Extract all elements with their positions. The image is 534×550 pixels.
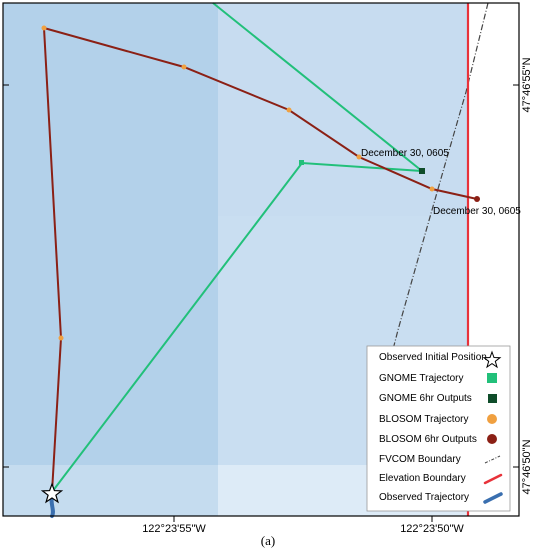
legend-orange-circle-icon bbox=[487, 414, 497, 424]
legend-red-line-icon bbox=[483, 473, 503, 485]
map-frame bbox=[2, 2, 520, 517]
figure-caption: (a) bbox=[261, 533, 275, 548]
legend-dark-green-square-icon bbox=[488, 394, 497, 403]
lat-tick-label: 47°46'55"N bbox=[521, 57, 533, 112]
gnome-trajectory-line bbox=[51, 2, 426, 493]
blosom-6hr-output-marker bbox=[474, 196, 480, 202]
lat-tick-label: 47°46'50"N bbox=[521, 439, 533, 494]
legend-label: BLOSOM 6hr Outputs bbox=[379, 434, 477, 445]
legend-label: Observed Initial Position bbox=[379, 352, 487, 363]
legend-dash-dot-line-icon bbox=[484, 455, 501, 464]
legend-label: Elevation Boundary bbox=[379, 473, 466, 484]
blosom-6hr-output-marker bbox=[58, 335, 64, 341]
legend-label: GNOME 6hr Outputs bbox=[379, 393, 472, 404]
water-region-upper bbox=[218, 3, 468, 216]
deep-water-region-lower bbox=[3, 465, 218, 516]
lon-tick-label: 122°23'50"W bbox=[400, 523, 464, 535]
map-background bbox=[3, 3, 519, 516]
blosom-6hr-output-marker bbox=[41, 25, 47, 31]
blosom-6hr-output-marker bbox=[181, 64, 187, 70]
blosom-trajectory-line bbox=[42, 26, 478, 493]
legend-dark-red-circle-icon bbox=[487, 434, 497, 444]
map-legend: Observed Initial Position GNOME Trajecto… bbox=[366, 345, 511, 512]
legend-label: BLOSOM Trajectory bbox=[379, 414, 468, 425]
legend-star-icon bbox=[482, 350, 502, 369]
gnome-end-annotation: December 30, 0605 bbox=[361, 148, 449, 159]
legend-blue-line-icon bbox=[483, 492, 503, 504]
blosom-end-annotation: December 30, 0605 bbox=[433, 206, 521, 217]
blosom-6hr-output-marker bbox=[356, 154, 362, 160]
legend-label: Observed Trajectory bbox=[379, 492, 469, 503]
blosom-6hr-output-marker bbox=[286, 107, 292, 113]
deep-water-region bbox=[3, 3, 218, 516]
legend-box bbox=[366, 345, 511, 512]
gnome-6hr-output-marker bbox=[419, 168, 425, 174]
gnome-6hr-output-marker bbox=[299, 160, 304, 165]
axis-ticks bbox=[3, 84, 519, 522]
blosom-6hr-output-marker bbox=[429, 186, 435, 192]
legend-label: FVCOM Boundary bbox=[379, 454, 461, 465]
legend-green-square-icon bbox=[487, 373, 497, 383]
legend-label: GNOME Trajectory bbox=[379, 373, 463, 384]
lon-tick-label: 122°23'55"W bbox=[142, 523, 206, 535]
observed-initial-position-star-icon bbox=[40, 482, 64, 504]
